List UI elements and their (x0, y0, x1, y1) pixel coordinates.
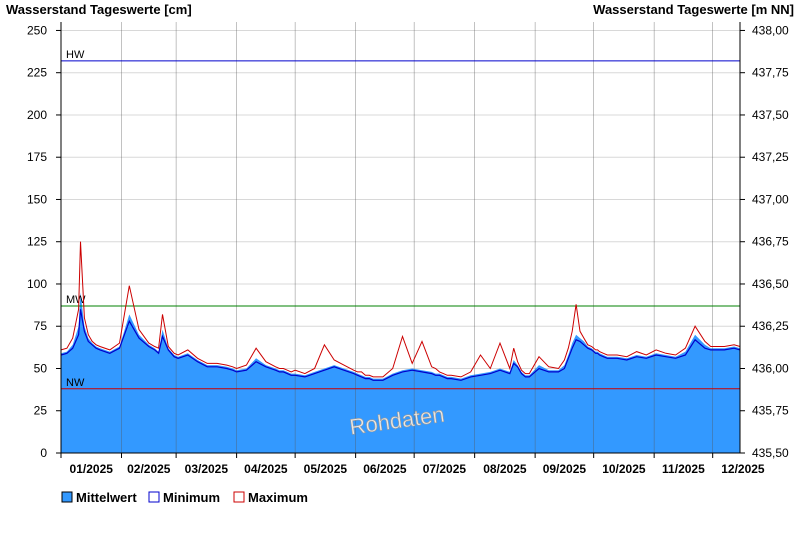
month-label: 11/2025 (662, 462, 705, 476)
right-tick-label: 436,75 (752, 235, 789, 249)
month-label: 06/2025 (363, 462, 407, 476)
legend-swatch-minimum (148, 491, 160, 503)
month-label: 10/2025 (602, 462, 646, 476)
left-tick-label: 225 (27, 66, 47, 80)
right-tick-label: 438,00 (752, 23, 789, 37)
right-axis-title: Wasserstand Tageswerte [m NN] (593, 2, 794, 17)
right-tick-label: 436,00 (752, 361, 789, 375)
left-tick-label: 75 (34, 319, 48, 333)
right-tick-label: 436,25 (752, 319, 789, 333)
left-tick-label: 100 (27, 277, 47, 291)
right-tick-label: 437,25 (752, 150, 789, 164)
left-tick-label: 50 (34, 361, 48, 375)
month-label: 08/2025 (483, 462, 527, 476)
left-tick-label: 125 (27, 235, 47, 249)
right-tick-label: 437,00 (752, 192, 789, 206)
right-tick-label: 437,75 (752, 66, 789, 80)
right-tick-label: 437,50 (752, 108, 789, 122)
month-label: 04/2025 (244, 462, 288, 476)
month-label: 07/2025 (423, 462, 467, 476)
left-tick-label: 200 (27, 108, 47, 122)
left-tick-label: 25 (34, 404, 48, 418)
legend-label-mittelwert: Mittelwert (76, 490, 137, 505)
month-label: 01/2025 (70, 462, 114, 476)
right-tick-label: 435,50 (752, 446, 789, 460)
left-tick-label: 0 (40, 446, 47, 460)
legend-swatch-maximum (233, 491, 245, 503)
legend: Mittelwert Minimum Maximum (61, 490, 308, 505)
reference-label-hw: HW (66, 49, 85, 61)
month-label: 12/2025 (721, 462, 765, 476)
legend-label-minimum: Minimum (163, 490, 220, 505)
reference-label-nw: NW (66, 377, 85, 389)
month-label: 02/2025 (127, 462, 171, 476)
left-axis-title: Wasserstand Tageswerte [cm] (6, 2, 192, 17)
month-label: 03/2025 (185, 462, 229, 476)
series-maximum-line (60, 241, 741, 378)
series-minimum-line (60, 309, 741, 381)
right-tick-label: 435,75 (752, 404, 789, 418)
month-label: 05/2025 (304, 462, 348, 476)
month-label: 09/2025 (543, 462, 587, 476)
left-tick-label: 250 (27, 23, 47, 37)
right-tick-label: 436,50 (752, 277, 789, 291)
legend-swatch-mittelwert (61, 491, 73, 503)
reference-label-mw: MW (66, 294, 86, 306)
left-tick-label: 175 (27, 150, 47, 164)
left-tick-label: 150 (27, 192, 47, 206)
legend-label-maximum: Maximum (248, 490, 308, 505)
